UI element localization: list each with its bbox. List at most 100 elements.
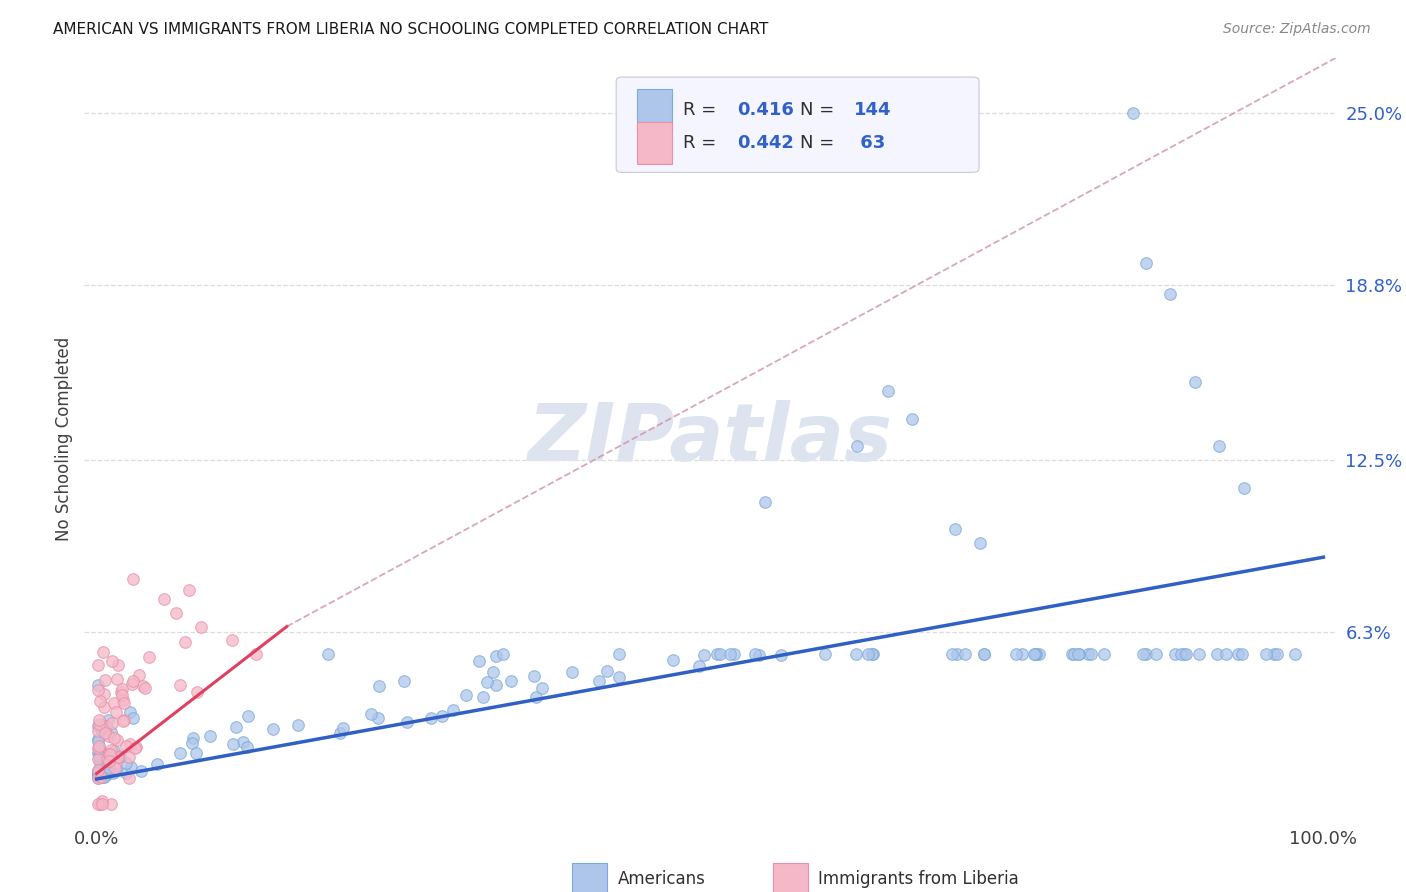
Point xyxy=(96,764,118,778)
Point xyxy=(1025,647,1047,661)
FancyBboxPatch shape xyxy=(616,77,979,172)
Point xyxy=(118,772,141,786)
Point xyxy=(87,740,110,755)
Point xyxy=(97,747,120,761)
Point xyxy=(688,658,710,673)
Point xyxy=(860,647,883,661)
Text: AMERICAN VS IMMIGRANTS FROM LIBERIA NO SCHOOLING COMPLETED CORRELATION CHART: AMERICAN VS IMMIGRANTS FROM LIBERIA NO S… xyxy=(53,22,769,37)
Text: N =: N = xyxy=(800,101,841,119)
Point xyxy=(877,384,900,398)
Point xyxy=(174,635,197,649)
Point xyxy=(105,733,128,747)
Point xyxy=(1135,647,1157,661)
Point xyxy=(103,731,125,745)
Point xyxy=(1004,647,1026,661)
Point xyxy=(87,765,110,780)
Point xyxy=(89,797,111,811)
Point xyxy=(946,647,969,661)
Point xyxy=(128,668,150,682)
Point xyxy=(91,747,114,761)
Point xyxy=(89,769,111,783)
Point xyxy=(93,719,115,733)
Point xyxy=(609,647,631,661)
Point xyxy=(87,772,110,786)
Point xyxy=(94,673,117,687)
Point xyxy=(89,755,111,769)
Text: R =: R = xyxy=(682,101,721,119)
Point xyxy=(94,725,117,739)
Point xyxy=(485,678,508,692)
Point xyxy=(1144,647,1167,661)
Point xyxy=(1227,647,1250,661)
FancyBboxPatch shape xyxy=(637,89,672,131)
Point xyxy=(93,700,115,714)
Point xyxy=(523,669,546,683)
Point xyxy=(100,797,122,811)
Point xyxy=(111,693,134,707)
Point xyxy=(94,767,117,781)
Point xyxy=(953,647,976,661)
Point xyxy=(1028,647,1050,661)
Point xyxy=(89,763,111,777)
Point xyxy=(467,654,489,668)
Point xyxy=(1230,647,1253,661)
Point xyxy=(1067,647,1090,661)
Point xyxy=(329,726,352,740)
Point xyxy=(262,723,284,737)
Point xyxy=(87,766,110,780)
Point xyxy=(87,764,110,779)
Point xyxy=(862,647,884,661)
Text: Americans: Americans xyxy=(617,870,706,888)
Point xyxy=(93,720,115,734)
Point xyxy=(87,743,110,757)
Point xyxy=(1184,376,1206,390)
Point xyxy=(692,648,714,663)
Point xyxy=(120,759,142,773)
Point xyxy=(662,653,685,667)
Point xyxy=(973,647,995,661)
Point xyxy=(221,633,243,648)
Point xyxy=(588,673,610,688)
Point xyxy=(471,690,494,704)
Point xyxy=(1080,647,1102,661)
Point xyxy=(177,583,200,598)
Point xyxy=(1063,647,1085,661)
Point xyxy=(222,737,245,751)
Point xyxy=(87,797,110,811)
Point xyxy=(87,765,110,780)
Point xyxy=(101,654,124,668)
Point xyxy=(368,679,391,693)
Point xyxy=(181,731,204,746)
Point xyxy=(225,720,247,734)
Point xyxy=(103,744,125,758)
Point xyxy=(1069,647,1091,661)
Text: 144: 144 xyxy=(853,101,891,119)
Point xyxy=(129,764,152,778)
Point xyxy=(104,705,127,719)
Point xyxy=(90,794,112,808)
Point xyxy=(87,752,110,766)
Point xyxy=(1263,647,1285,661)
Point xyxy=(94,755,117,769)
Point xyxy=(1135,256,1157,270)
Point xyxy=(112,714,135,728)
Point xyxy=(103,697,125,711)
Y-axis label: No Schooling Completed: No Schooling Completed xyxy=(55,337,73,541)
Point xyxy=(1174,647,1197,661)
Point xyxy=(87,678,110,692)
Point xyxy=(93,748,115,763)
Point xyxy=(419,711,441,725)
Point xyxy=(146,757,169,772)
Point xyxy=(441,704,464,718)
Point xyxy=(524,690,547,705)
Point xyxy=(87,746,110,760)
Point xyxy=(87,683,110,698)
Point xyxy=(87,769,110,783)
Point xyxy=(104,761,127,775)
Point xyxy=(121,674,143,689)
Point xyxy=(856,647,879,661)
Text: R =: R = xyxy=(682,135,721,153)
Point xyxy=(110,685,132,699)
Point xyxy=(124,741,146,756)
Point xyxy=(87,763,110,777)
